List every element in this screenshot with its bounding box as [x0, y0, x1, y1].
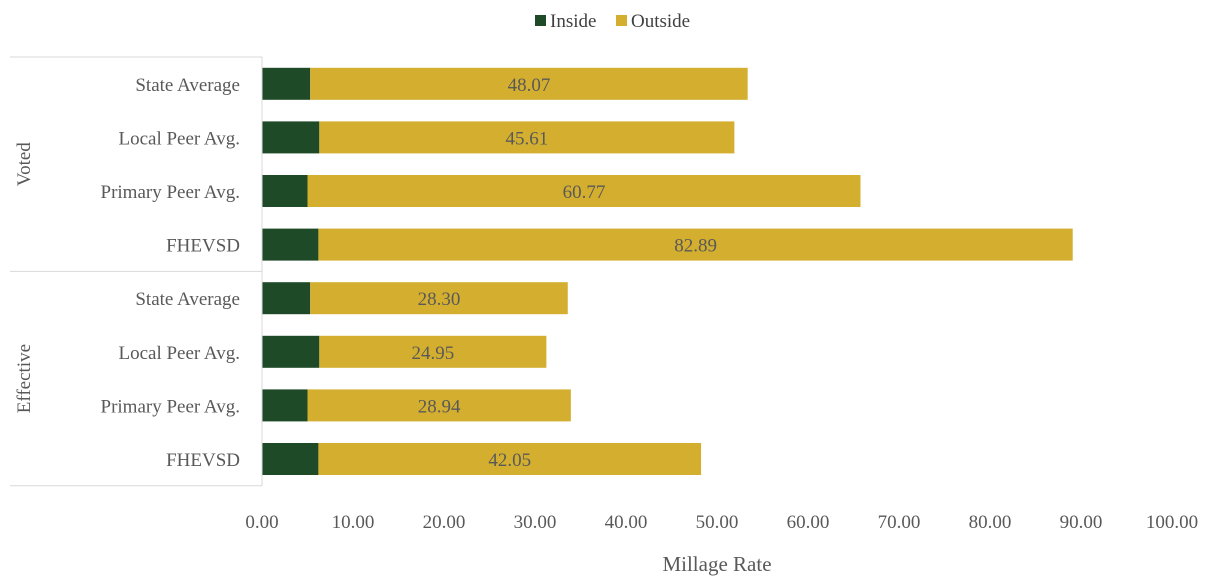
- bar-outside-7: [318, 443, 702, 475]
- category-label-1: Local Peer Avg.: [118, 128, 240, 149]
- category-label-7: FHEVSD: [166, 450, 240, 471]
- x-tick-label-2: 20.00: [423, 512, 466, 533]
- data-label-2: 60.77: [563, 182, 606, 203]
- data-label-5: 24.95: [411, 343, 454, 364]
- bar-outside-4: [310, 282, 568, 315]
- x-tick-label-9: 90.00: [1060, 512, 1103, 533]
- x-tick-label-0: 0.00: [245, 512, 278, 533]
- x-tick-label-7: 70.00: [878, 512, 921, 533]
- category-label-5: Local Peer Avg.: [118, 343, 240, 364]
- category-label-0: State Average: [135, 75, 240, 96]
- x-tick-label-1: 10.00: [332, 512, 375, 533]
- bar-inside-6: [262, 389, 308, 422]
- bar-outside-3: [318, 228, 1073, 261]
- bar-inside-0: [262, 67, 311, 100]
- bar-inside-2: [262, 175, 308, 207]
- x-tick-label-8: 80.00: [969, 512, 1012, 533]
- axes: State Average Local Peer Avg. Primary Peer…: [10, 56, 1198, 576]
- bar-outside-1: [319, 121, 735, 154]
- legend-label-inside: Inside: [550, 11, 596, 32]
- group-label-voted: Voted: [14, 142, 35, 186]
- bar-inside-7: [262, 443, 319, 475]
- x-tick-label-3: 30.00: [514, 512, 557, 533]
- data-label-6: 28.94: [418, 396, 461, 417]
- bar-inside-1: [262, 121, 320, 154]
- legend-label-outside: Outside: [631, 11, 690, 32]
- legend-swatch-inside: [535, 15, 546, 26]
- category-label-3: FHEVSD: [166, 236, 240, 257]
- bar-outside-0: [310, 67, 748, 100]
- legend: Inside Outside: [535, 11, 690, 32]
- data-label-3: 82.89: [674, 236, 717, 257]
- bar-inside-3: [262, 228, 319, 261]
- x-tick-label-5: 50.00: [696, 512, 739, 533]
- legend-swatch-outside: [616, 15, 627, 26]
- bar-outside-5: [319, 335, 547, 368]
- category-label-6: Primary Peer Avg.: [101, 396, 241, 417]
- data-label-4: 28.30: [418, 289, 461, 310]
- category-label-2: Primary Peer Avg.: [101, 182, 241, 203]
- bar-outside-2: [307, 175, 861, 207]
- data-label-7: 42.05: [488, 450, 531, 471]
- x-tick-label-6: 60.00: [787, 512, 830, 533]
- bar-inside-4: [262, 282, 311, 315]
- group-label-effective: Effective: [14, 344, 35, 413]
- data-label-0: 48.07: [508, 75, 551, 96]
- bar-outside-6: [307, 389, 571, 422]
- bar-inside-5: [262, 335, 320, 368]
- data-label-1: 45.61: [505, 128, 548, 149]
- x-tick-label-4: 40.00: [605, 512, 648, 533]
- plot-area: 48.07 45.61 60.77 82.89 28.30 24.95 28.94 42.05: [262, 67, 1073, 475]
- category-label-4: State Average: [135, 289, 240, 310]
- x-tick-label-10: 100.00: [1146, 512, 1198, 533]
- x-axis-title: Millage Rate: [662, 552, 771, 576]
